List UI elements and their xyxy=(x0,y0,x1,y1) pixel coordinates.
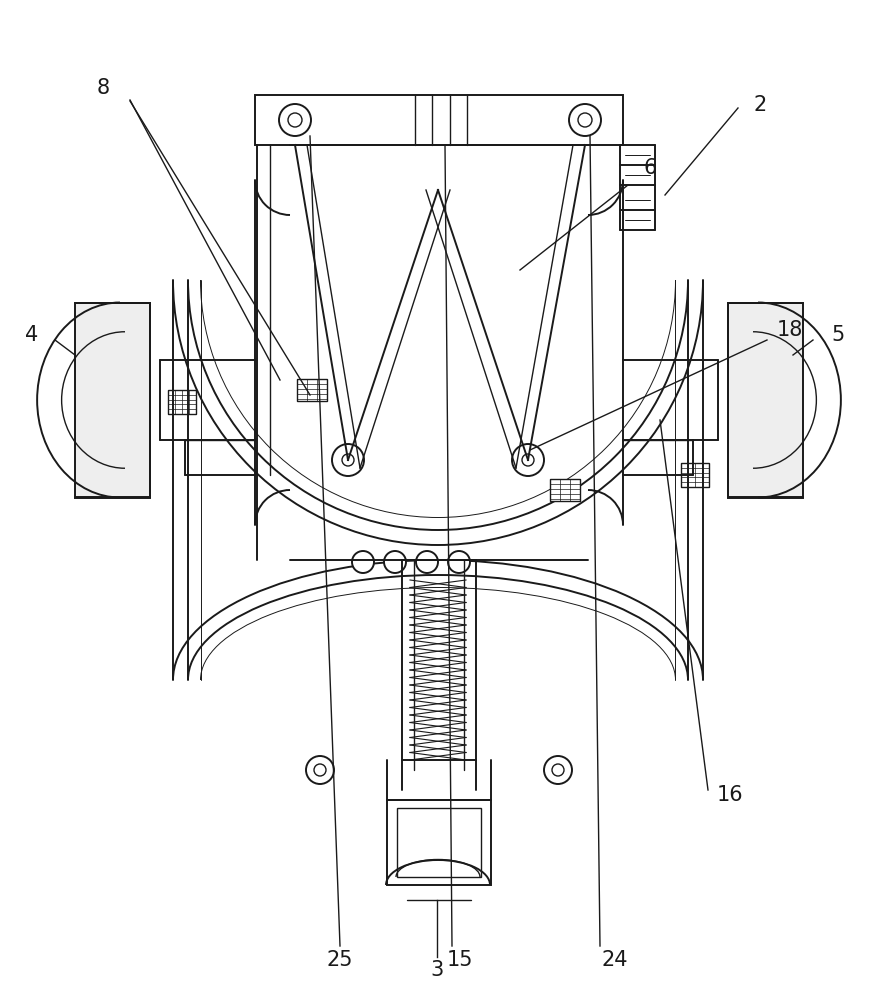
Bar xyxy=(728,303,803,498)
Circle shape xyxy=(522,454,534,466)
Circle shape xyxy=(569,104,601,136)
Circle shape xyxy=(352,551,374,573)
Text: 8: 8 xyxy=(96,78,110,98)
Text: 15: 15 xyxy=(446,950,474,970)
Bar xyxy=(397,808,481,877)
Bar xyxy=(75,303,150,498)
Bar xyxy=(550,479,580,501)
Text: 2: 2 xyxy=(753,95,766,115)
Circle shape xyxy=(512,444,544,476)
Text: 3: 3 xyxy=(431,960,444,980)
Text: 16: 16 xyxy=(717,785,744,805)
Circle shape xyxy=(416,551,438,573)
Circle shape xyxy=(448,551,470,573)
Circle shape xyxy=(578,113,592,127)
Circle shape xyxy=(342,454,354,466)
Circle shape xyxy=(384,551,406,573)
Circle shape xyxy=(332,444,364,476)
Bar xyxy=(168,390,196,414)
Text: 18: 18 xyxy=(777,320,803,340)
Text: 25: 25 xyxy=(327,950,353,970)
Bar xyxy=(297,379,327,401)
Text: 6: 6 xyxy=(644,158,657,178)
Circle shape xyxy=(544,756,572,784)
Circle shape xyxy=(279,104,311,136)
Bar xyxy=(255,95,623,145)
Text: 5: 5 xyxy=(831,325,845,345)
Circle shape xyxy=(552,764,564,776)
Circle shape xyxy=(314,764,326,776)
Text: 24: 24 xyxy=(602,950,628,970)
Circle shape xyxy=(288,113,302,127)
Text: 4: 4 xyxy=(25,325,39,345)
Circle shape xyxy=(306,756,334,784)
Bar xyxy=(681,463,709,487)
Bar xyxy=(387,800,491,885)
